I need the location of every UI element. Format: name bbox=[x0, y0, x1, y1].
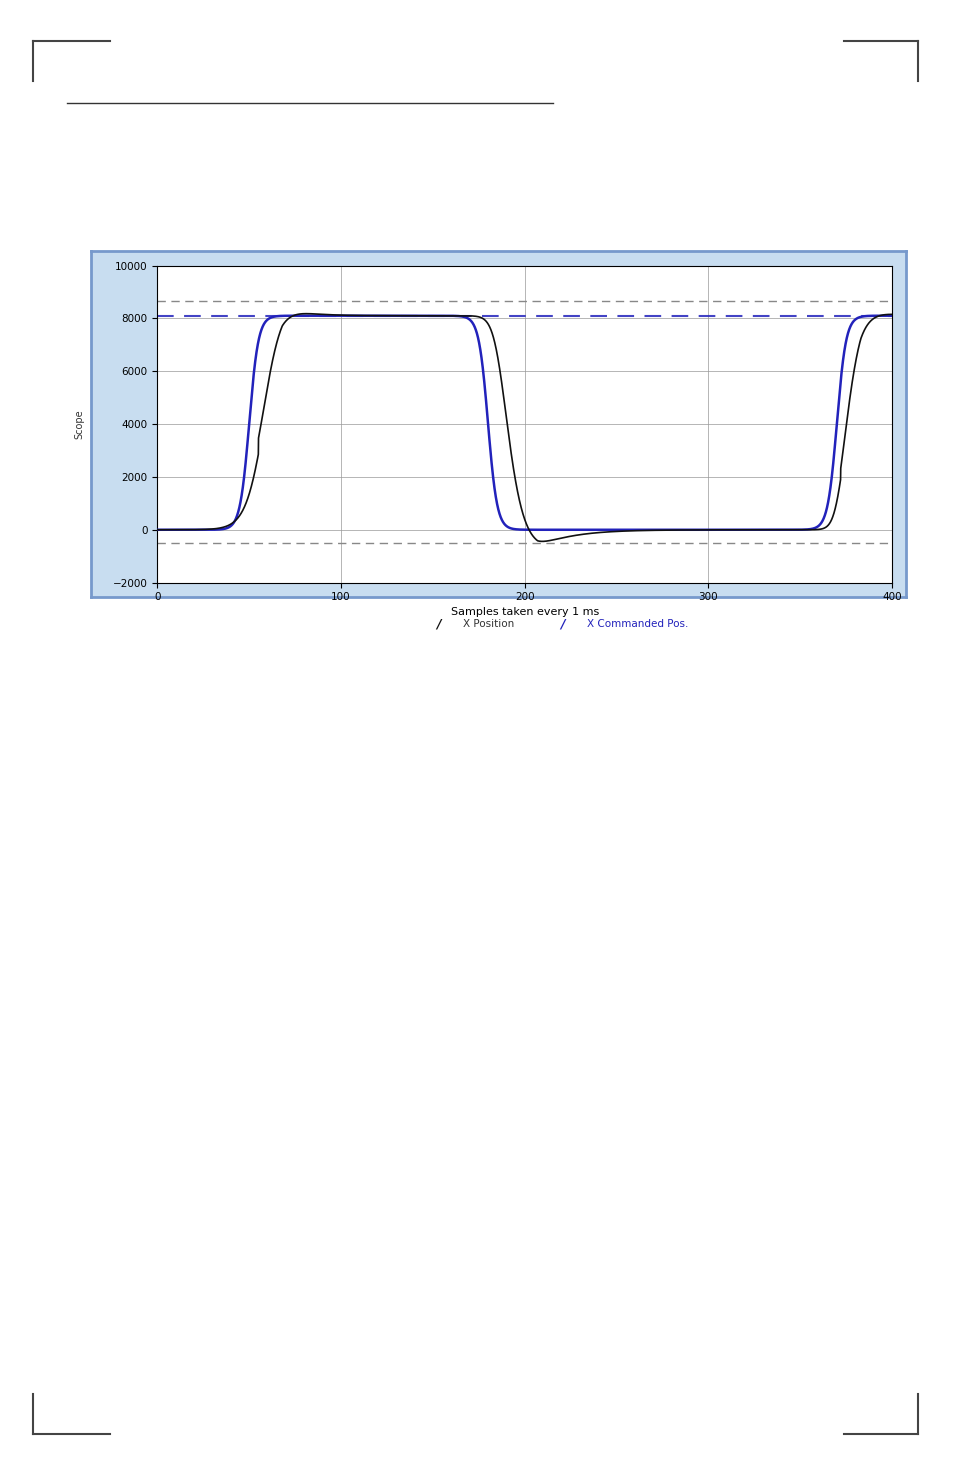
Text: /: / bbox=[436, 618, 440, 630]
Text: X Commanded Pos.: X Commanded Pos. bbox=[586, 620, 687, 628]
Text: /: / bbox=[560, 618, 564, 630]
Text: X Position: X Position bbox=[462, 620, 514, 628]
Text: Scope: Scope bbox=[74, 409, 84, 440]
X-axis label: Samples taken every 1 ms: Samples taken every 1 ms bbox=[450, 606, 598, 617]
